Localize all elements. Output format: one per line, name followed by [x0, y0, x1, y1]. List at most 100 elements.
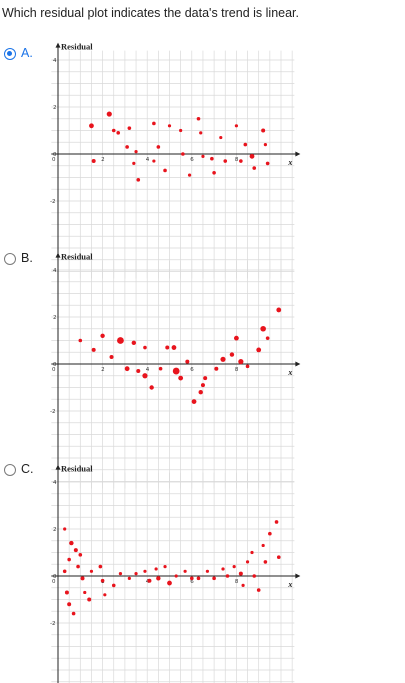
y-tick-label: 4	[53, 58, 57, 64]
y-axis-arrow	[55, 42, 61, 48]
data-point	[261, 543, 265, 548]
data-point	[252, 574, 257, 578]
data-point	[165, 345, 170, 350]
origin-label: 0	[52, 579, 56, 585]
origin-label: 0	[52, 157, 56, 163]
y-tick-label: 4	[53, 268, 57, 274]
data-point	[200, 383, 205, 388]
data-point	[80, 576, 85, 581]
data-point	[263, 143, 267, 147]
data-point	[181, 152, 185, 156]
residual-plot-b: Residual x 2 4 6 8 4 2 0 -2 0	[50, 252, 301, 489]
data-point	[183, 569, 187, 573]
data-point	[76, 564, 80, 569]
data-point	[163, 565, 167, 569]
option-c-radio[interactable]	[4, 464, 16, 476]
data-point	[127, 126, 132, 130]
data-point	[265, 336, 270, 340]
data-point	[239, 159, 243, 163]
data-point	[263, 560, 268, 564]
data-point	[174, 574, 178, 578]
data-point	[78, 553, 83, 557]
data-point	[212, 171, 216, 175]
data-point	[203, 376, 208, 381]
x-axis-label: x	[287, 368, 292, 377]
data-point	[143, 569, 147, 573]
data-point	[156, 576, 161, 581]
x-axis-arrow	[295, 361, 301, 367]
x-axis-label: x	[287, 580, 292, 589]
data-point	[245, 364, 250, 369]
data-point	[256, 347, 262, 353]
data-point	[223, 159, 228, 163]
data-point	[147, 578, 152, 583]
data-point	[131, 340, 137, 346]
data-point	[125, 145, 129, 149]
option-a-radio[interactable]	[4, 48, 16, 60]
data-point	[136, 178, 141, 182]
data-point	[245, 560, 250, 564]
data-point	[91, 159, 96, 164]
x-axis-arrow	[295, 151, 301, 157]
data-point	[268, 531, 272, 536]
y-tick-label: -2	[50, 199, 55, 205]
y-tick-label: -2	[50, 621, 55, 627]
data-point	[89, 123, 94, 129]
x-tick-label: 8	[235, 367, 239, 373]
option-b-radio[interactable]	[4, 253, 16, 265]
data-point	[91, 347, 96, 352]
option-c-label: C.	[21, 462, 34, 476]
data-point	[172, 367, 180, 375]
y-tick-label: 4	[53, 480, 57, 486]
data-point	[127, 576, 131, 580]
data-point	[67, 602, 72, 607]
data-point	[156, 145, 161, 149]
x-tick-label: 8	[235, 157, 239, 163]
option-a-label: A.	[21, 46, 33, 60]
data-point	[276, 307, 282, 313]
data-point	[199, 131, 203, 135]
x-tick-label: 4	[146, 157, 150, 163]
data-point	[109, 354, 114, 359]
data-point	[171, 345, 177, 350]
grid-lines	[51, 472, 295, 683]
data-point	[152, 121, 156, 126]
data-point	[103, 593, 107, 597]
data-point	[252, 166, 257, 170]
data-point	[100, 578, 105, 583]
data-point	[116, 131, 121, 135]
data-point	[106, 111, 112, 117]
option-a[interactable]: A. Residual x 2 4 6 8 4 2 0 -2 0	[0, 42, 405, 279]
y-axis-label: Residual	[61, 42, 93, 52]
data-point	[210, 156, 214, 161]
data-point	[67, 557, 71, 562]
data-point	[196, 576, 201, 581]
data-point	[167, 580, 172, 586]
data-point	[78, 338, 83, 343]
data-point	[187, 173, 192, 177]
grid-lines	[51, 50, 295, 279]
data-point	[117, 337, 124, 344]
data-point	[132, 161, 136, 165]
data-point	[167, 124, 172, 128]
x-tick-label: 4	[146, 367, 150, 373]
data-point	[89, 569, 94, 573]
data-point	[111, 128, 116, 133]
y-tick-label: 0	[53, 574, 57, 580]
x-tick-label: 8	[235, 579, 239, 585]
data-point	[196, 116, 201, 121]
y-axis-arrow	[55, 464, 61, 470]
data-point	[143, 345, 147, 350]
data-point	[158, 366, 163, 371]
data-point	[212, 576, 216, 581]
data-point	[179, 128, 183, 133]
data-point	[134, 572, 138, 576]
data-point	[205, 569, 210, 573]
data-point	[221, 567, 225, 571]
option-b[interactable]: B. Residual x 2 4 6 8 4 2 0 -2 0	[0, 249, 405, 489]
data-point	[238, 359, 244, 365]
data-point	[149, 385, 154, 390]
x-tick-label: 4	[146, 579, 150, 585]
